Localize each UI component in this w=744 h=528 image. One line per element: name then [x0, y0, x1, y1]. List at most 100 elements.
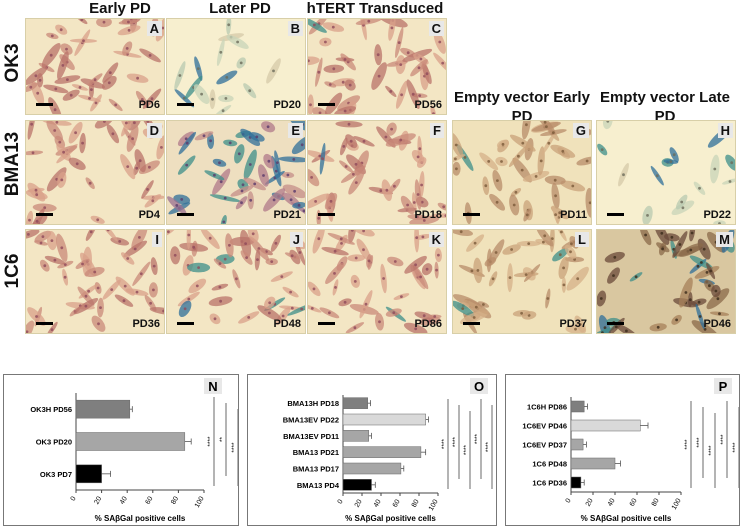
row-header-1c6: 1C6: [2, 253, 23, 289]
significance-label: ****: [463, 444, 470, 455]
scale-bar: [177, 322, 194, 325]
micrograph-panel-h: H PD22: [596, 120, 736, 225]
panel-letter: C: [428, 21, 444, 36]
chart-panel-letter-box: [714, 378, 732, 394]
pd-label: PD22: [703, 209, 731, 221]
chart-panel-p: P 1C6H PD86 1C6EV PD46 1C6EV PD37 1C6 PD48 1C…: [505, 374, 740, 526]
micrograph-image: [453, 230, 591, 333]
category-label: 1C6 PD36: [532, 479, 567, 488]
pd-label: PD20: [273, 99, 301, 111]
pd-label: PD18: [414, 209, 442, 221]
column-header-later-pd: Later PD: [209, 0, 271, 17]
bar-chart-n: N OK3H PD56 OK3 PD20 OK3 PD7 0 20 40 60 80 100 % S…: [30, 378, 238, 523]
category-label: BMA13EV PD22: [283, 416, 339, 425]
micrograph-panel-d: D PD4: [25, 120, 165, 225]
pd-label: PD6: [138, 99, 160, 111]
x-tick-label: 60: [392, 498, 402, 508]
x-tick-label: 0: [337, 498, 345, 505]
column-header-early-pd: Early PD: [89, 0, 151, 17]
chart-panel-letter: P: [719, 379, 728, 394]
bar-chart-o: O BMA13H PD18 BMA13EV PD22 BMA13EV PD11 BMA1…: [283, 378, 493, 523]
micrograph-panel-f: F PD18: [307, 120, 447, 225]
panel-letter: B: [287, 21, 303, 36]
x-tick-label: 40: [119, 495, 129, 505]
significance-label: ****: [696, 437, 703, 448]
panel-letter: D: [146, 123, 162, 138]
category-label: 1C6 PD48: [532, 460, 567, 469]
category-label: 1C6H PD86: [527, 403, 567, 412]
x-tick-label: 40: [373, 498, 383, 508]
x-tick-label: 80: [411, 498, 421, 508]
bar: [342, 413, 426, 426]
chart-panel-letter: O: [474, 379, 484, 394]
micrograph-panel-b: B PD20: [166, 18, 306, 115]
scale-bar: [177, 103, 194, 106]
micrograph-image: [308, 121, 446, 224]
significance-label: ****: [452, 436, 459, 447]
category-label: 1C6EV PD46: [522, 422, 567, 431]
micrograph-panel-g: G PD11: [452, 120, 592, 225]
x-axis-label: % SAβGal positive cells: [95, 514, 186, 523]
category-label: BMA13EV PD11: [283, 432, 339, 441]
column-header-htert: hTERT Transduced: [306, 0, 444, 17]
x-tick-label: 0: [70, 495, 78, 502]
scale-bar: [463, 322, 480, 325]
micrograph-panel-i: I PD36: [25, 229, 165, 334]
row-header-bma13: BMA13: [2, 131, 23, 197]
panel-letter: A: [146, 21, 162, 36]
chart-panel-o: O BMA13H PD18 BMA13EV PD22 BMA13EV PD11 BMA1…: [247, 374, 497, 526]
x-tick-label: 60: [145, 495, 155, 505]
category-label: 1C6EV PD37: [522, 441, 567, 450]
scale-bar: [36, 322, 53, 325]
chart-panel-n: N OK3H PD56 OK3 PD20 OK3 PD7 0 20 40 60 80 100 % S…: [3, 374, 239, 526]
category-label: BMA13 PD4: [297, 481, 340, 490]
bar: [570, 419, 641, 432]
micrograph-panel-a: A PD6: [25, 18, 165, 115]
pd-label: PD46: [703, 318, 731, 330]
significance-label: ****: [708, 445, 715, 456]
category-label: OK3 PD20: [36, 438, 72, 447]
bar: [570, 457, 616, 470]
x-tick-label: 0: [565, 497, 573, 504]
micrograph-image: [26, 19, 164, 114]
x-tick-label: 100: [194, 495, 206, 509]
bar: [342, 479, 372, 491]
micrograph-image: [26, 230, 164, 333]
x-tick-label: 80: [170, 495, 180, 505]
panel-letter: L: [575, 232, 589, 247]
category-label: BMA13 PD17: [293, 465, 339, 474]
bar: [342, 462, 402, 475]
bar: [75, 399, 131, 419]
chart-panel-letter: N: [208, 379, 217, 394]
pd-label: PD86: [414, 318, 442, 330]
micrograph-image: [453, 121, 591, 224]
panel-letter: I: [152, 232, 162, 247]
scale-bar: [607, 322, 624, 325]
scale-bar: [318, 213, 335, 216]
micrograph-image: [597, 230, 735, 333]
micrograph-panel-j: J PD48: [166, 229, 306, 334]
category-label: OK3 PD7: [40, 470, 72, 479]
x-tick-label: 20: [93, 495, 103, 505]
scale-bar: [36, 103, 53, 106]
micrograph-panel-c: C PD56: [307, 18, 447, 115]
significance-label: ****: [474, 433, 481, 444]
pd-label: PD48: [273, 318, 301, 330]
micrograph-image: [167, 230, 305, 333]
micrograph-panel-l: L PD37: [452, 229, 592, 334]
bar: [75, 432, 186, 451]
micrograph-image: [308, 230, 446, 333]
pd-label: PD56: [414, 99, 442, 111]
pd-label: PD4: [138, 209, 160, 221]
x-tick-label: 20: [585, 497, 595, 507]
scale-bar: [463, 213, 480, 216]
category-label: BMA13H PD18: [287, 399, 339, 408]
bar: [342, 430, 369, 442]
category-label: BMA13 PD21: [293, 448, 339, 457]
panel-letter: K: [428, 232, 444, 247]
x-tick-label: 20: [354, 498, 364, 508]
scale-bar: [36, 213, 53, 216]
chart-panel-letter-box: [204, 378, 222, 394]
significance-label: ****: [441, 438, 448, 449]
pd-label: PD21: [273, 209, 301, 221]
